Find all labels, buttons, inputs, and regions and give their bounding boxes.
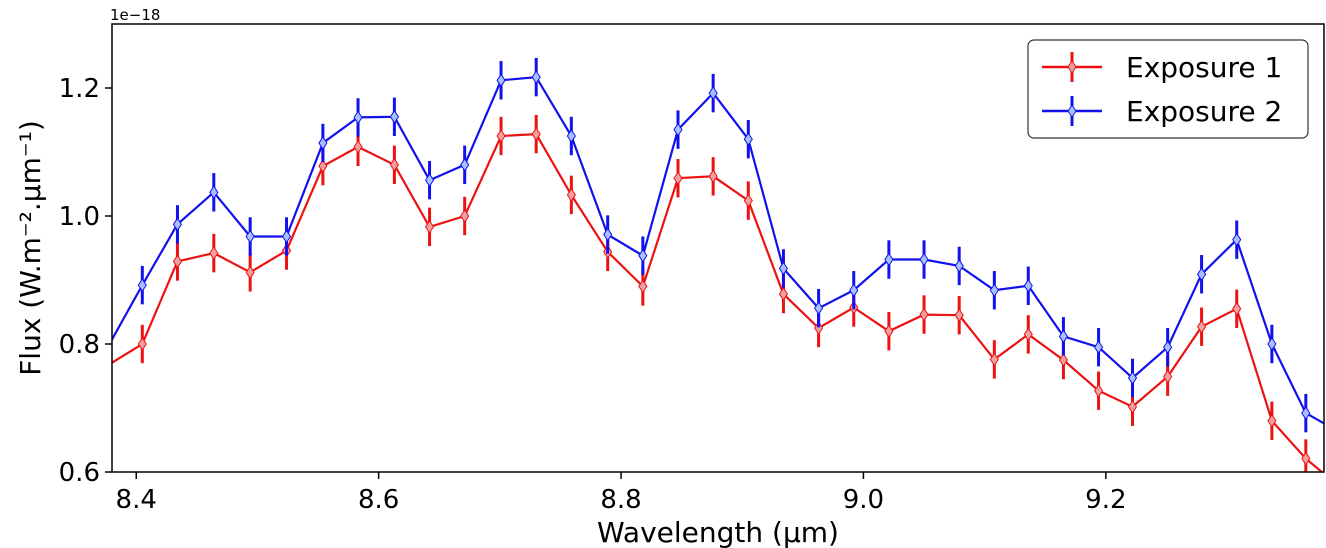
legend-label: Exposure 2 <box>1126 95 1282 128</box>
data-point <box>989 283 999 298</box>
y-tick-label: 0.6 <box>59 458 100 488</box>
y-axis-label: Flux (W.m⁻².μm⁻¹) <box>14 120 47 376</box>
series-2 <box>102 57 1324 433</box>
data-point <box>318 136 328 150</box>
x-tick-label: 9.0 <box>843 485 884 515</box>
data-point <box>743 132 753 147</box>
data-point <box>1093 340 1104 355</box>
data-point <box>102 344 110 356</box>
data-point <box>813 301 824 316</box>
data-point <box>137 278 147 293</box>
data-point <box>849 283 859 298</box>
data-point <box>1023 278 1033 293</box>
data-point <box>603 227 613 242</box>
x-tick-label: 8.6 <box>358 485 399 515</box>
data-point <box>1267 413 1277 428</box>
legend-label: Exposure 1 <box>1126 51 1282 84</box>
data-point <box>209 185 219 200</box>
data-point <box>460 157 470 172</box>
data-point <box>638 279 648 294</box>
x-tick-label: 8.8 <box>600 485 641 515</box>
data-point <box>172 217 183 232</box>
data-point <box>1196 267 1207 282</box>
data-point <box>389 157 399 172</box>
data-point <box>424 219 435 234</box>
y-axis: 0.6 0.8 1.0 1.2 <box>59 74 112 488</box>
y-tick-label: 0.8 <box>59 330 100 360</box>
y-tick-label: 1.2 <box>59 74 100 104</box>
data-point <box>102 360 110 372</box>
legend-box <box>1027 39 1309 139</box>
data-point <box>245 265 255 280</box>
series-1 <box>102 114 1324 472</box>
data-point <box>209 246 219 261</box>
data-point <box>1023 327 1033 342</box>
x-tick-label: 8.4 <box>116 485 157 515</box>
data-point <box>531 127 541 141</box>
y-offset-label: 1e−18 <box>110 6 160 24</box>
data-point <box>531 70 541 85</box>
data-point <box>743 193 753 208</box>
data-point <box>673 171 683 186</box>
data-point <box>1127 399 1138 414</box>
data-point <box>496 73 506 88</box>
data-point <box>1232 232 1242 247</box>
x-axis-label: Wavelength (μm) <box>597 516 839 548</box>
data-point <box>281 229 292 244</box>
x-axis: 8.4 8.6 8.8 9.0 9.2 <box>116 472 1127 515</box>
data-point <box>638 248 648 263</box>
data-point <box>708 169 718 184</box>
series-line <box>112 132 1324 472</box>
data-point <box>1196 319 1207 334</box>
data-point <box>566 187 576 202</box>
data-point <box>137 337 147 351</box>
data-point <box>1267 337 1277 351</box>
series-layer <box>102 57 1324 472</box>
legend-marker <box>1067 104 1077 118</box>
data-point <box>919 307 929 322</box>
data-point <box>1301 406 1311 421</box>
data-point <box>954 259 964 273</box>
data-point <box>1163 369 1173 384</box>
data-point <box>884 252 894 267</box>
data-point <box>566 129 576 143</box>
data-point <box>919 252 929 267</box>
data-point <box>353 110 363 125</box>
data-point <box>813 321 824 335</box>
data-point <box>460 209 470 223</box>
data-point <box>1232 301 1242 316</box>
data-point <box>778 287 789 301</box>
data-point <box>318 159 328 173</box>
data-point <box>245 229 255 244</box>
data-point <box>778 261 789 276</box>
data-point <box>954 308 964 323</box>
data-point <box>1058 353 1069 367</box>
data-point <box>1058 329 1069 344</box>
data-point <box>353 139 363 154</box>
legend: Exposure 1 Exposure 2 <box>1027 39 1309 139</box>
data-point <box>673 122 683 137</box>
x-tick-label: 9.2 <box>1085 485 1126 515</box>
data-point <box>496 129 506 143</box>
data-point <box>884 324 894 339</box>
plot-frame <box>111 23 1325 473</box>
y-tick-label: 1.0 <box>59 202 100 232</box>
data-point <box>1301 451 1311 466</box>
data-point <box>172 254 183 269</box>
data-point <box>1093 383 1104 398</box>
series-line <box>112 75 1324 425</box>
data-point <box>1127 371 1138 385</box>
data-point <box>389 109 399 124</box>
legend-marker <box>1067 60 1077 74</box>
data-point <box>708 86 718 101</box>
data-point <box>1163 340 1173 355</box>
data-point <box>989 352 999 367</box>
data-point <box>424 173 435 188</box>
